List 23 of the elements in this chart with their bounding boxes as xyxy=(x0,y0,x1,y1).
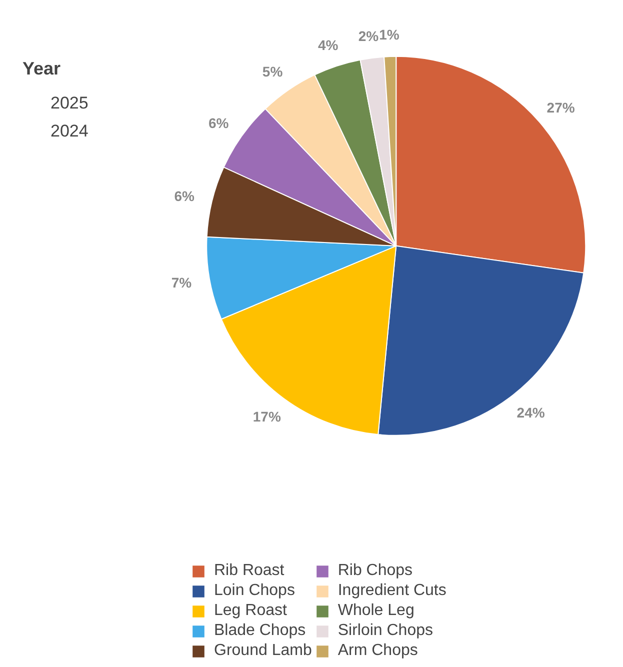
legend-label: Loin Chops xyxy=(214,582,295,600)
legend-label: Rib Roast xyxy=(214,562,284,580)
data-label: 1% xyxy=(379,26,400,42)
data-label: 2% xyxy=(358,28,380,44)
data-label: 24% xyxy=(516,404,546,420)
data-label: 7% xyxy=(171,274,192,291)
legend-label: Blade Chops xyxy=(214,622,306,640)
legend-label: Ground Lamb xyxy=(214,642,312,660)
legend-title: Year xyxy=(22,58,61,78)
data-label: 6% xyxy=(174,188,195,204)
data-label: 6% xyxy=(208,115,230,132)
legend-label: Whole Leg xyxy=(338,602,414,620)
data-label: 5% xyxy=(262,64,284,80)
legend-label: Arm Chops xyxy=(338,642,418,660)
data-label: 17% xyxy=(252,408,282,424)
legend-label: Rib Chops xyxy=(338,562,413,580)
text: 2025 xyxy=(50,94,88,112)
text: 2024 xyxy=(50,122,88,140)
legend-label: Leg Roast xyxy=(214,602,287,620)
data-label: 4% xyxy=(318,36,339,53)
legend-label: Ingredient Cuts xyxy=(338,582,446,600)
data-label: 27% xyxy=(546,99,576,116)
legend-label: Sirloin Chops xyxy=(338,622,433,640)
